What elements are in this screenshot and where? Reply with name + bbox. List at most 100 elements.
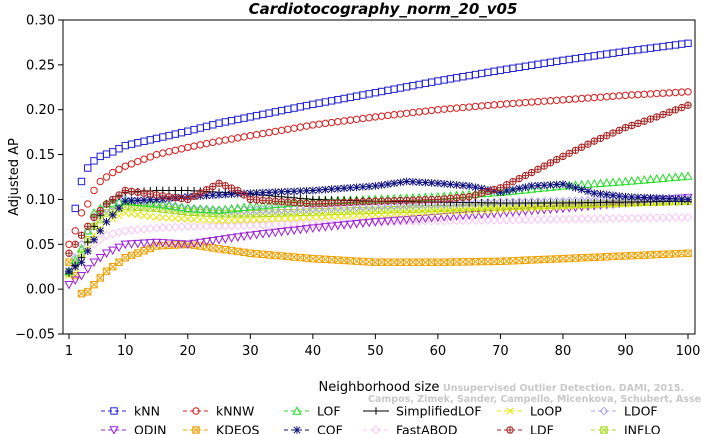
data-point-cof [677, 195, 686, 203]
data-point-kdeos [684, 249, 692, 257]
data-point-kdeos [265, 251, 273, 259]
data-point-lof [164, 200, 174, 210]
data-point-fastabod [564, 214, 574, 224]
data-point-odin [195, 238, 205, 248]
data-point-cof [309, 186, 317, 195]
data-point-cof [427, 179, 436, 187]
data-point-ldf [527, 168, 536, 177]
data-point-loop [453, 207, 461, 215]
data-point-ldf [634, 119, 642, 127]
data-point-knnw [484, 101, 492, 110]
data-point-ldf [390, 197, 398, 205]
data-point-kdeos [502, 257, 511, 265]
data-point-cof [202, 191, 211, 200]
data-point-ldf [615, 126, 623, 134]
data-point-knnw [309, 121, 317, 129]
data-point-loop [171, 214, 179, 223]
data-point-fastabod [239, 221, 249, 231]
data-point-knn [327, 97, 336, 105]
data-point-cof [684, 195, 692, 204]
data-point-loop [240, 216, 248, 224]
data-point-cof [133, 196, 142, 205]
data-point-knn [121, 141, 129, 150]
data-point-knnw [202, 139, 211, 148]
data-point-loop [115, 212, 123, 220]
data-point-knnw [659, 89, 667, 97]
data-point-knn [415, 80, 423, 89]
data-point-kdeos [571, 254, 580, 262]
data-point-cof [377, 181, 386, 189]
data-point-fastabod [270, 220, 280, 230]
data-point-ldf [184, 195, 192, 204]
data-point-knn [277, 106, 286, 115]
data-point-ldf [521, 171, 530, 180]
data-point-ldof [358, 201, 368, 211]
data-point-cof [146, 195, 155, 204]
data-point-knn [177, 128, 186, 137]
data-point-fastabod [402, 216, 412, 226]
data-point-knnw [109, 168, 117, 177]
data-point-kdeos [96, 274, 104, 282]
data-point-ldof [302, 204, 312, 214]
data-point-odin [270, 228, 280, 238]
data-point-knnw [415, 108, 423, 116]
data-point-odin [445, 212, 456, 222]
data-point-odin [427, 214, 437, 223]
data-point-kdeos [71, 271, 79, 280]
data-point-knnw [559, 96, 567, 104]
x-tick-label: 10 [117, 344, 134, 359]
data-point-cof [652, 194, 661, 202]
data-point-ldof [345, 202, 355, 212]
data-point-lof [126, 196, 137, 206]
data-point-loop [546, 203, 554, 211]
data-point-kdeos [115, 258, 123, 266]
data-point-knn [527, 61, 536, 70]
data-point-odin [83, 265, 93, 274]
data-point-cof [121, 197, 130, 206]
data-point-kdeos [509, 257, 517, 265]
data-point-kdeos [227, 246, 236, 255]
data-point-cof [634, 193, 642, 202]
data-point-lof [602, 177, 612, 187]
data-point-ldf [246, 195, 255, 204]
data-point-ldf [540, 162, 548, 170]
data-point-knn [271, 108, 280, 116]
data-point-cof [502, 187, 511, 195]
data-point-knn [234, 115, 242, 124]
data-point-ldf [584, 140, 592, 148]
series-kdeos [65, 240, 692, 298]
data-point-ldf [678, 103, 686, 112]
data-point-knnw [571, 95, 580, 103]
watermark-line-1: Unsupervised Outlier Detection. DAMI, 20… [443, 383, 684, 394]
data-point-cof [227, 190, 236, 199]
data-point-knnw [346, 116, 355, 124]
data-point-fastabod [433, 216, 443, 226]
data-point-kdeos [671, 250, 680, 258]
data-point-kdeos [459, 258, 467, 266]
data-point-cof [509, 185, 517, 194]
data-point-ldf [603, 132, 611, 140]
data-point-lof [208, 204, 218, 214]
data-point-cof [577, 185, 586, 194]
data-point-cof [365, 182, 373, 191]
x-tick-label: 1 [65, 344, 73, 359]
legend-marker [372, 407, 380, 415]
data-point-knn [534, 60, 542, 69]
data-point-cof [221, 190, 230, 199]
data-point-knn [609, 49, 617, 57]
data-point-loop [259, 215, 267, 224]
data-point-kdeos [659, 250, 667, 259]
data-point-kdeos [277, 252, 286, 260]
data-point-fastabod [677, 212, 687, 222]
data-point-cof [102, 218, 111, 226]
data-point-knnw [334, 118, 342, 126]
data-point-ldf [659, 110, 667, 119]
data-point-ldf [578, 143, 586, 151]
data-point-ldof [202, 204, 212, 214]
data-point-ldf [109, 195, 117, 204]
data-point-cof [115, 204, 123, 212]
data-point-ldf [209, 182, 217, 191]
data-point-simplifiedlof [83, 238, 92, 246]
data-point-ldf [434, 195, 442, 204]
data-point-kdeos [252, 250, 261, 258]
